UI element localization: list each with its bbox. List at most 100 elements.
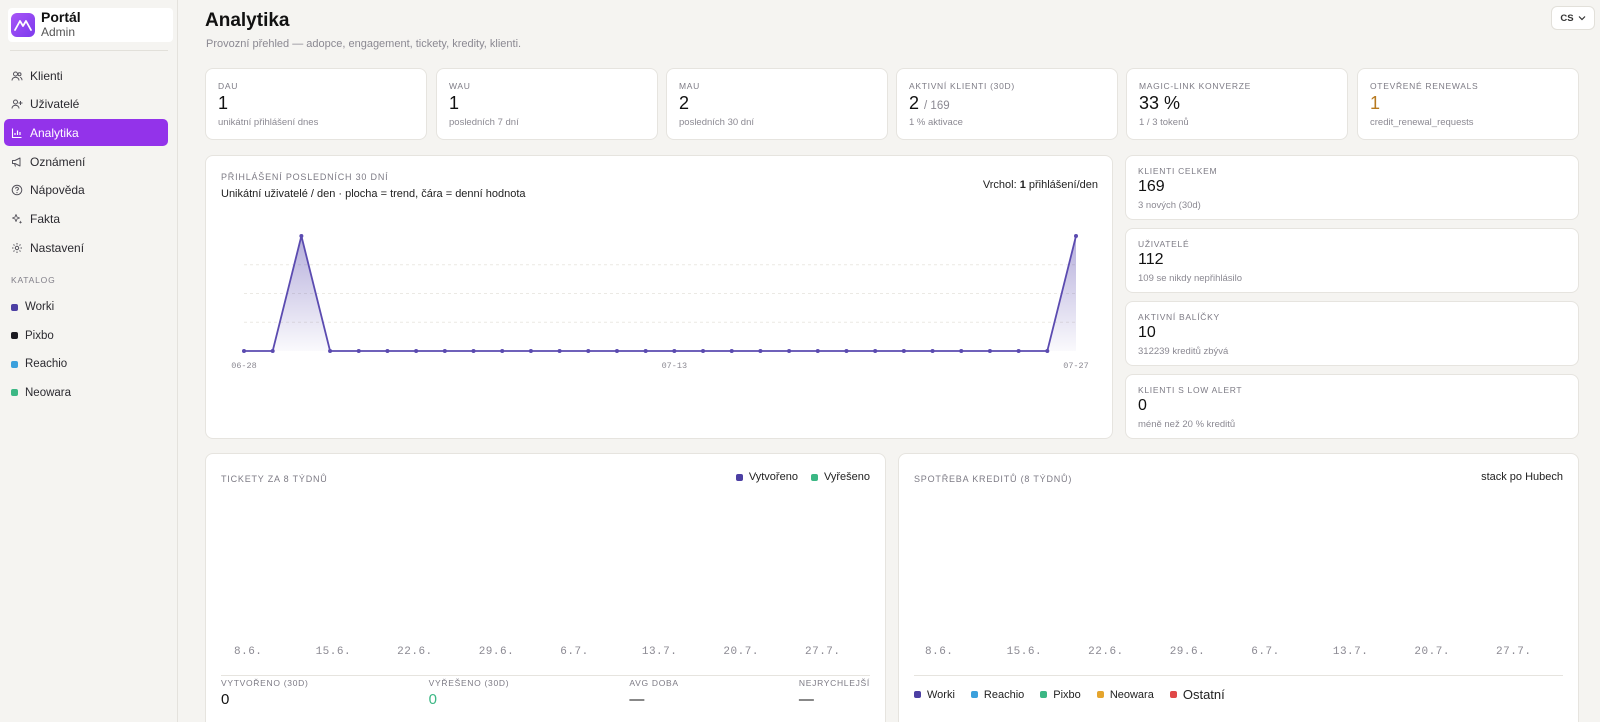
catalog-item-label: Neowara [25, 386, 72, 399]
peak-prefix: Vrchol: [982, 179, 1017, 191]
section-label: TICKETY ZA 8 TÝDNŮ [221, 474, 328, 484]
sidebar-item-napoveda[interactable]: Nápověda [4, 177, 168, 204]
stat-sub: 109 se nikdy nepřihlásilo [1138, 273, 1243, 284]
data-point[interactable] [614, 349, 619, 353]
stat-sub: méně než 20 % kreditů [1138, 419, 1236, 430]
data-point[interactable] [528, 349, 533, 353]
week-tick-label: 27.7. [1496, 646, 1532, 658]
language-select[interactable]: CS [1551, 6, 1595, 30]
brand[interactable]: Portál Admin [8, 8, 173, 42]
stat-value: 112 [1138, 251, 1164, 268]
stat-value: 0 [1138, 397, 1147, 414]
sidebar-item-klienti[interactable]: Klienti [4, 62, 168, 89]
data-point[interactable] [1045, 349, 1050, 353]
legend-label: Vytvořeno [748, 471, 798, 483]
kpi-card-renewals: OTEVŘENÉ RENEWALS 1 credit_renewal_reque… [1357, 68, 1579, 140]
data-point[interactable] [959, 349, 964, 353]
stat-created: VYTVOŘENO (30D) 0 [221, 678, 309, 708]
stat-label: KLIENTI S LOW ALERT [1138, 385, 1243, 395]
kpi-sub: posledních 7 dní [449, 117, 519, 128]
legend-label: Worki [927, 688, 955, 701]
data-point[interactable] [471, 349, 476, 353]
data-point[interactable] [901, 349, 906, 353]
kpi-sub: unikátní přihlášení dnes [218, 117, 319, 128]
kpi-value: 33 % [1139, 93, 1181, 113]
kpi-value: 1 [218, 93, 229, 113]
sidebar-item-label: Uživatelé [30, 97, 80, 112]
sidebar-nav: Klienti Uživatelé Analytika Oznámení Náp… [4, 62, 168, 263]
legend-label: Neowara [1109, 688, 1154, 701]
data-point[interactable] [987, 349, 992, 353]
section-label: SPOTŘEBA KREDITŮ (8 TÝDNŮ) [914, 474, 1073, 484]
help-circle-icon [11, 184, 23, 196]
legend-swatch [735, 473, 743, 481]
peak-value: 1 [1019, 179, 1026, 191]
data-point[interactable] [270, 349, 275, 353]
page-title: Analytika [205, 10, 290, 31]
data-point[interactable] [758, 349, 763, 353]
data-point[interactable] [844, 349, 849, 353]
week-tick-label: 22.6. [1088, 646, 1124, 658]
data-point[interactable] [1074, 234, 1078, 238]
data-point[interactable] [557, 349, 562, 353]
data-point[interactable] [672, 349, 677, 353]
data-point[interactable] [643, 349, 648, 353]
series-line [244, 235, 1077, 352]
stat-label: UŽIVATELÉ [1138, 239, 1190, 249]
sidebar-item-oznameni[interactable]: Oznámení [4, 148, 168, 175]
data-point[interactable] [787, 349, 792, 353]
catalog-item-label: Pixbo [25, 329, 54, 342]
legend-label: Ostatní [1182, 687, 1225, 702]
catalog-item-neowara[interactable]: Neowara [4, 379, 168, 408]
data-point[interactable] [701, 349, 706, 353]
legend-swatch [914, 691, 921, 698]
legend-swatch [970, 691, 978, 698]
credits-card: SPOTŘEBA KREDITŮ (8 TÝDNŮ) stack po Hube… [898, 453, 1579, 722]
legend-swatch [1040, 691, 1048, 698]
catalog-item-reachio[interactable]: Reachio [4, 350, 168, 379]
kpi-value: 1 [449, 93, 460, 113]
data-point[interactable] [815, 349, 820, 353]
sidebar-item-uzivatele[interactable]: Uživatelé [4, 91, 168, 118]
data-point[interactable] [414, 349, 419, 353]
sparkles-icon [11, 213, 23, 225]
kpi-value: 1 [1370, 93, 1381, 113]
catalog-item-pixbo[interactable]: Pixbo [4, 322, 168, 351]
data-point[interactable] [385, 349, 390, 353]
data-point[interactable] [299, 234, 304, 238]
brand-title: Portál [41, 9, 81, 25]
data-point[interactable] [930, 349, 935, 353]
data-point[interactable] [873, 349, 878, 353]
data-point[interactable] [356, 349, 361, 353]
stat-sub: 312239 kreditů zbývá [1138, 346, 1229, 357]
data-point[interactable] [328, 349, 333, 353]
sidebar-item-fakta[interactable]: Fakta [4, 205, 168, 232]
week-tick-label: 6.7. [1251, 646, 1280, 658]
data-point[interactable] [729, 349, 734, 353]
catalog-item-worki[interactable]: Worki [4, 293, 168, 322]
stat-label: NEJRYCHLEJŠÍ [798, 678, 870, 688]
sidebar-item-label: Klienti [30, 68, 63, 83]
data-point[interactable] [242, 349, 246, 353]
logins-chart-card: PŘIHLÁŠENÍ POSLEDNÍCH 30 DNÍ Unikátní už… [205, 155, 1113, 439]
stat-value: — [629, 691, 645, 708]
data-point[interactable] [442, 349, 447, 353]
x-tick-label: 07-27 [1063, 361, 1089, 371]
sidebar-item-analytika[interactable]: Analytika [4, 119, 168, 147]
sidebar-item-nastaveni[interactable]: Nastavení [4, 234, 168, 261]
credits-legend: Worki Reachio Pixbo Neowara Ostatní [914, 687, 1225, 702]
section-label: PŘIHLÁŠENÍ POSLEDNÍCH 30 DNÍ [221, 172, 389, 182]
color-dot [11, 303, 18, 311]
data-point[interactable] [500, 349, 505, 353]
data-point[interactable] [586, 349, 591, 353]
sidebar-item-label: Analytika [30, 125, 79, 140]
tickets-legend: Vytvořeno Vyřešeno [735, 471, 870, 483]
kpi-card-dau: DAU 1 unikátní přihlášení dnes [205, 68, 427, 140]
kpi-label: AKTIVNÍ KLIENTI (30D) [909, 81, 1015, 91]
data-point[interactable] [1016, 349, 1021, 353]
week-tick-label: 29.6. [1169, 646, 1206, 658]
kpi-card-magic-link: MAGIC-LINK KONVERZE 33 % 1 / 3 tokenů [1126, 68, 1348, 140]
catalog-label: KATALOG [11, 275, 56, 285]
legend-swatch [1096, 691, 1104, 698]
brand-subtitle: Admin [41, 25, 76, 39]
